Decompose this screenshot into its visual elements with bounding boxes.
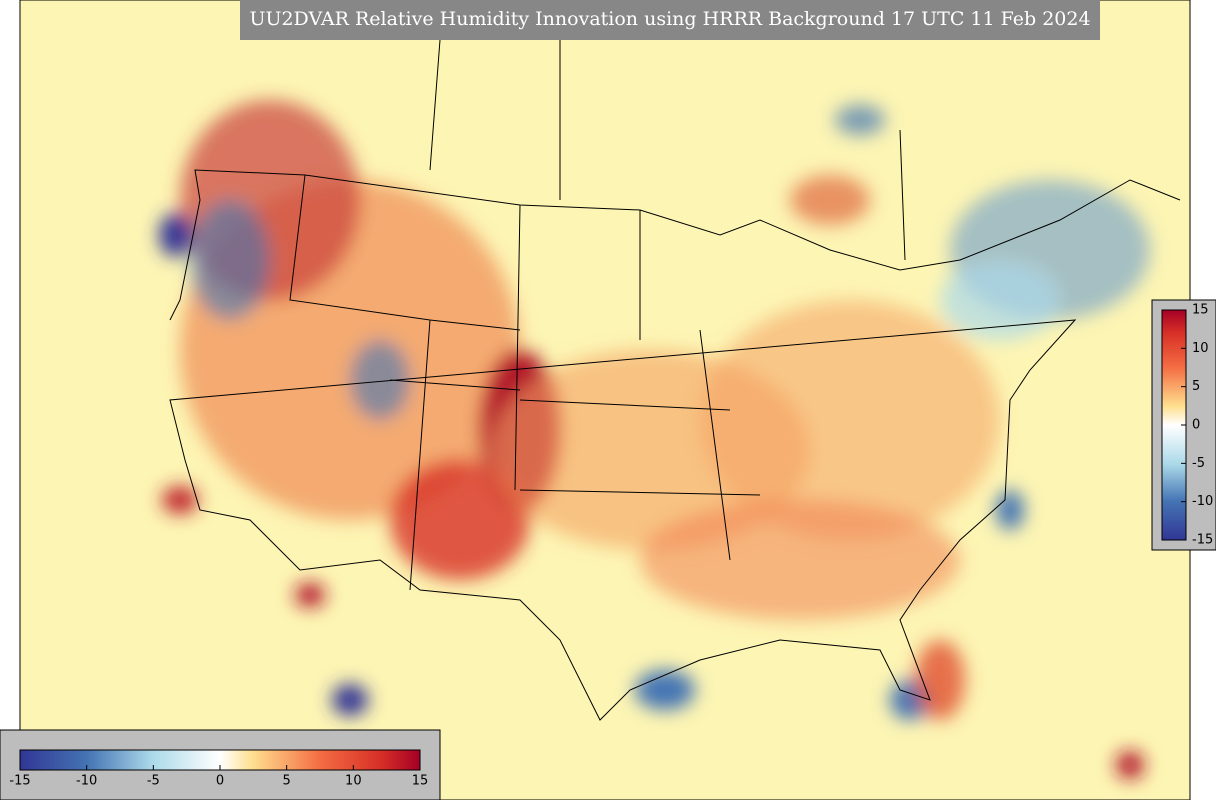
colorbar-tick-label: -10	[1192, 494, 1213, 509]
colorbar-tick-label: -5	[1192, 456, 1205, 471]
colorbar-tick-label: 10	[345, 774, 362, 789]
colorbar-tick-label: -10	[76, 774, 97, 789]
colorbar-tick-label: 15	[1192, 303, 1209, 318]
humidity-field	[159, 100, 1150, 779]
colorbar-tick-label: 0	[1192, 418, 1200, 433]
colorbar-tick-label: 5	[283, 774, 291, 789]
title-box	[240, 0, 1100, 40]
colorbar-tick-label: 10	[1192, 341, 1209, 356]
colorbar-tick-label: 5	[1192, 379, 1200, 394]
colorbar-tick-label: -15	[1192, 533, 1213, 548]
colorbar-tick-label: -5	[147, 774, 160, 789]
colorbar-tick-label: 0	[216, 774, 224, 789]
borders	[169, 39, 1181, 721]
colorbar-tick-label: -15	[9, 774, 30, 789]
colorbar-tick-label: 15	[412, 774, 429, 789]
map-title: UU2DVAR Relative Humidity Innovation usi…	[249, 8, 1090, 30]
